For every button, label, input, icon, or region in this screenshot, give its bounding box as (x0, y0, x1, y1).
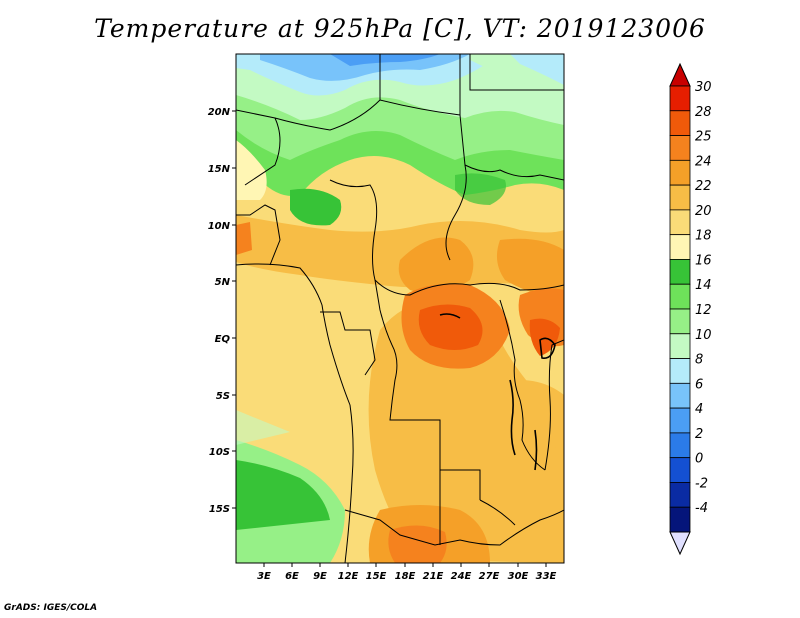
colorbar-swatch (669, 259, 691, 285)
colorbar-swatch (669, 209, 691, 236)
map-frame (235, 53, 565, 564)
colorbar-swatch (669, 382, 691, 409)
lat-label: 10N (208, 221, 231, 232)
colorbar-label: 24 (695, 154, 712, 169)
lon-label: 33E (536, 571, 557, 582)
colorbar-label: 22 (695, 179, 712, 194)
latitude-axis: 20N 15N 10N 5N EQ 5S 10S 15S (208, 107, 236, 515)
temperature-field (236, 54, 564, 563)
lon-label: 3E (257, 571, 271, 582)
lon-label: 6E (285, 571, 299, 582)
lat-label: 20N (208, 107, 231, 118)
lon-label: 9E (313, 571, 327, 582)
colorbar-label: 18 (695, 229, 712, 244)
colorbar-label: 6 (695, 377, 703, 392)
colorbar-swatch (669, 159, 691, 186)
lon-label: 18E (395, 571, 416, 582)
lat-label: 5N (215, 277, 231, 288)
lon-label: 24E (451, 571, 472, 582)
longitude-axis: 3E 6E 9E 12E 15E 18E 21E 24E 27E 30E 33E (257, 563, 557, 582)
chart-title: Temperature at 925hPa [C], VT: 201912300… (94, 14, 706, 43)
lat-label: 5S (216, 391, 230, 402)
colorbar-label: 0 (695, 452, 703, 467)
lon-label: 15E (366, 571, 387, 582)
colorbar-label: 30 (695, 80, 712, 95)
colorbar-label: 16 (695, 253, 712, 268)
colorbar-swatch (669, 333, 691, 359)
lat-label: 15S (209, 504, 230, 515)
colorbar-swatch (669, 184, 691, 211)
colorbar-label: 4 (695, 402, 703, 417)
colorbar-swatch (669, 432, 691, 459)
colorbar-label: 14 (695, 278, 712, 293)
country-borders (236, 54, 564, 563)
lon-label: 21E (423, 571, 444, 582)
colorbar-label: 2 (695, 427, 703, 442)
colorbar-bottom-arrow (669, 531, 691, 556)
colorbar-swatch (669, 85, 691, 112)
colorbar-swatch (669, 283, 691, 310)
lon-label: 12E (338, 571, 359, 582)
lat-label: 10S (209, 447, 230, 458)
colorbar-swatch (669, 358, 691, 384)
colorbar-label: 8 (695, 353, 703, 368)
lon-label: 30E (508, 571, 529, 582)
colorbar-swatch (669, 135, 691, 161)
colorbar-label: -2 (695, 476, 708, 491)
colorbar-swatch (669, 407, 691, 434)
lon-label: 27E (479, 571, 500, 582)
colorbar-label: 28 (695, 105, 712, 120)
colorbar-label: -4 (695, 501, 708, 516)
colorbar-label: 10 (695, 328, 712, 343)
colorbar-top-arrow (669, 62, 691, 87)
lat-label: 15N (208, 164, 231, 175)
colorbar-swatch (669, 506, 691, 533)
colorbar-label: 20 (695, 204, 712, 219)
colorbar-label: 25 (695, 130, 712, 145)
colorbar-swatch (669, 234, 691, 260)
colorbar-swatches (669, 85, 691, 533)
colorbar-swatch (669, 308, 691, 335)
colorbar-swatch (669, 110, 691, 136)
lat-label: EQ (215, 334, 231, 345)
grads-credit: GrADS: IGES/COLA (4, 603, 98, 613)
lakes (439, 313, 556, 471)
colorbar-swatch (669, 457, 691, 483)
colorbar-swatch (669, 482, 691, 508)
colorbar-label: 12 (695, 303, 712, 318)
